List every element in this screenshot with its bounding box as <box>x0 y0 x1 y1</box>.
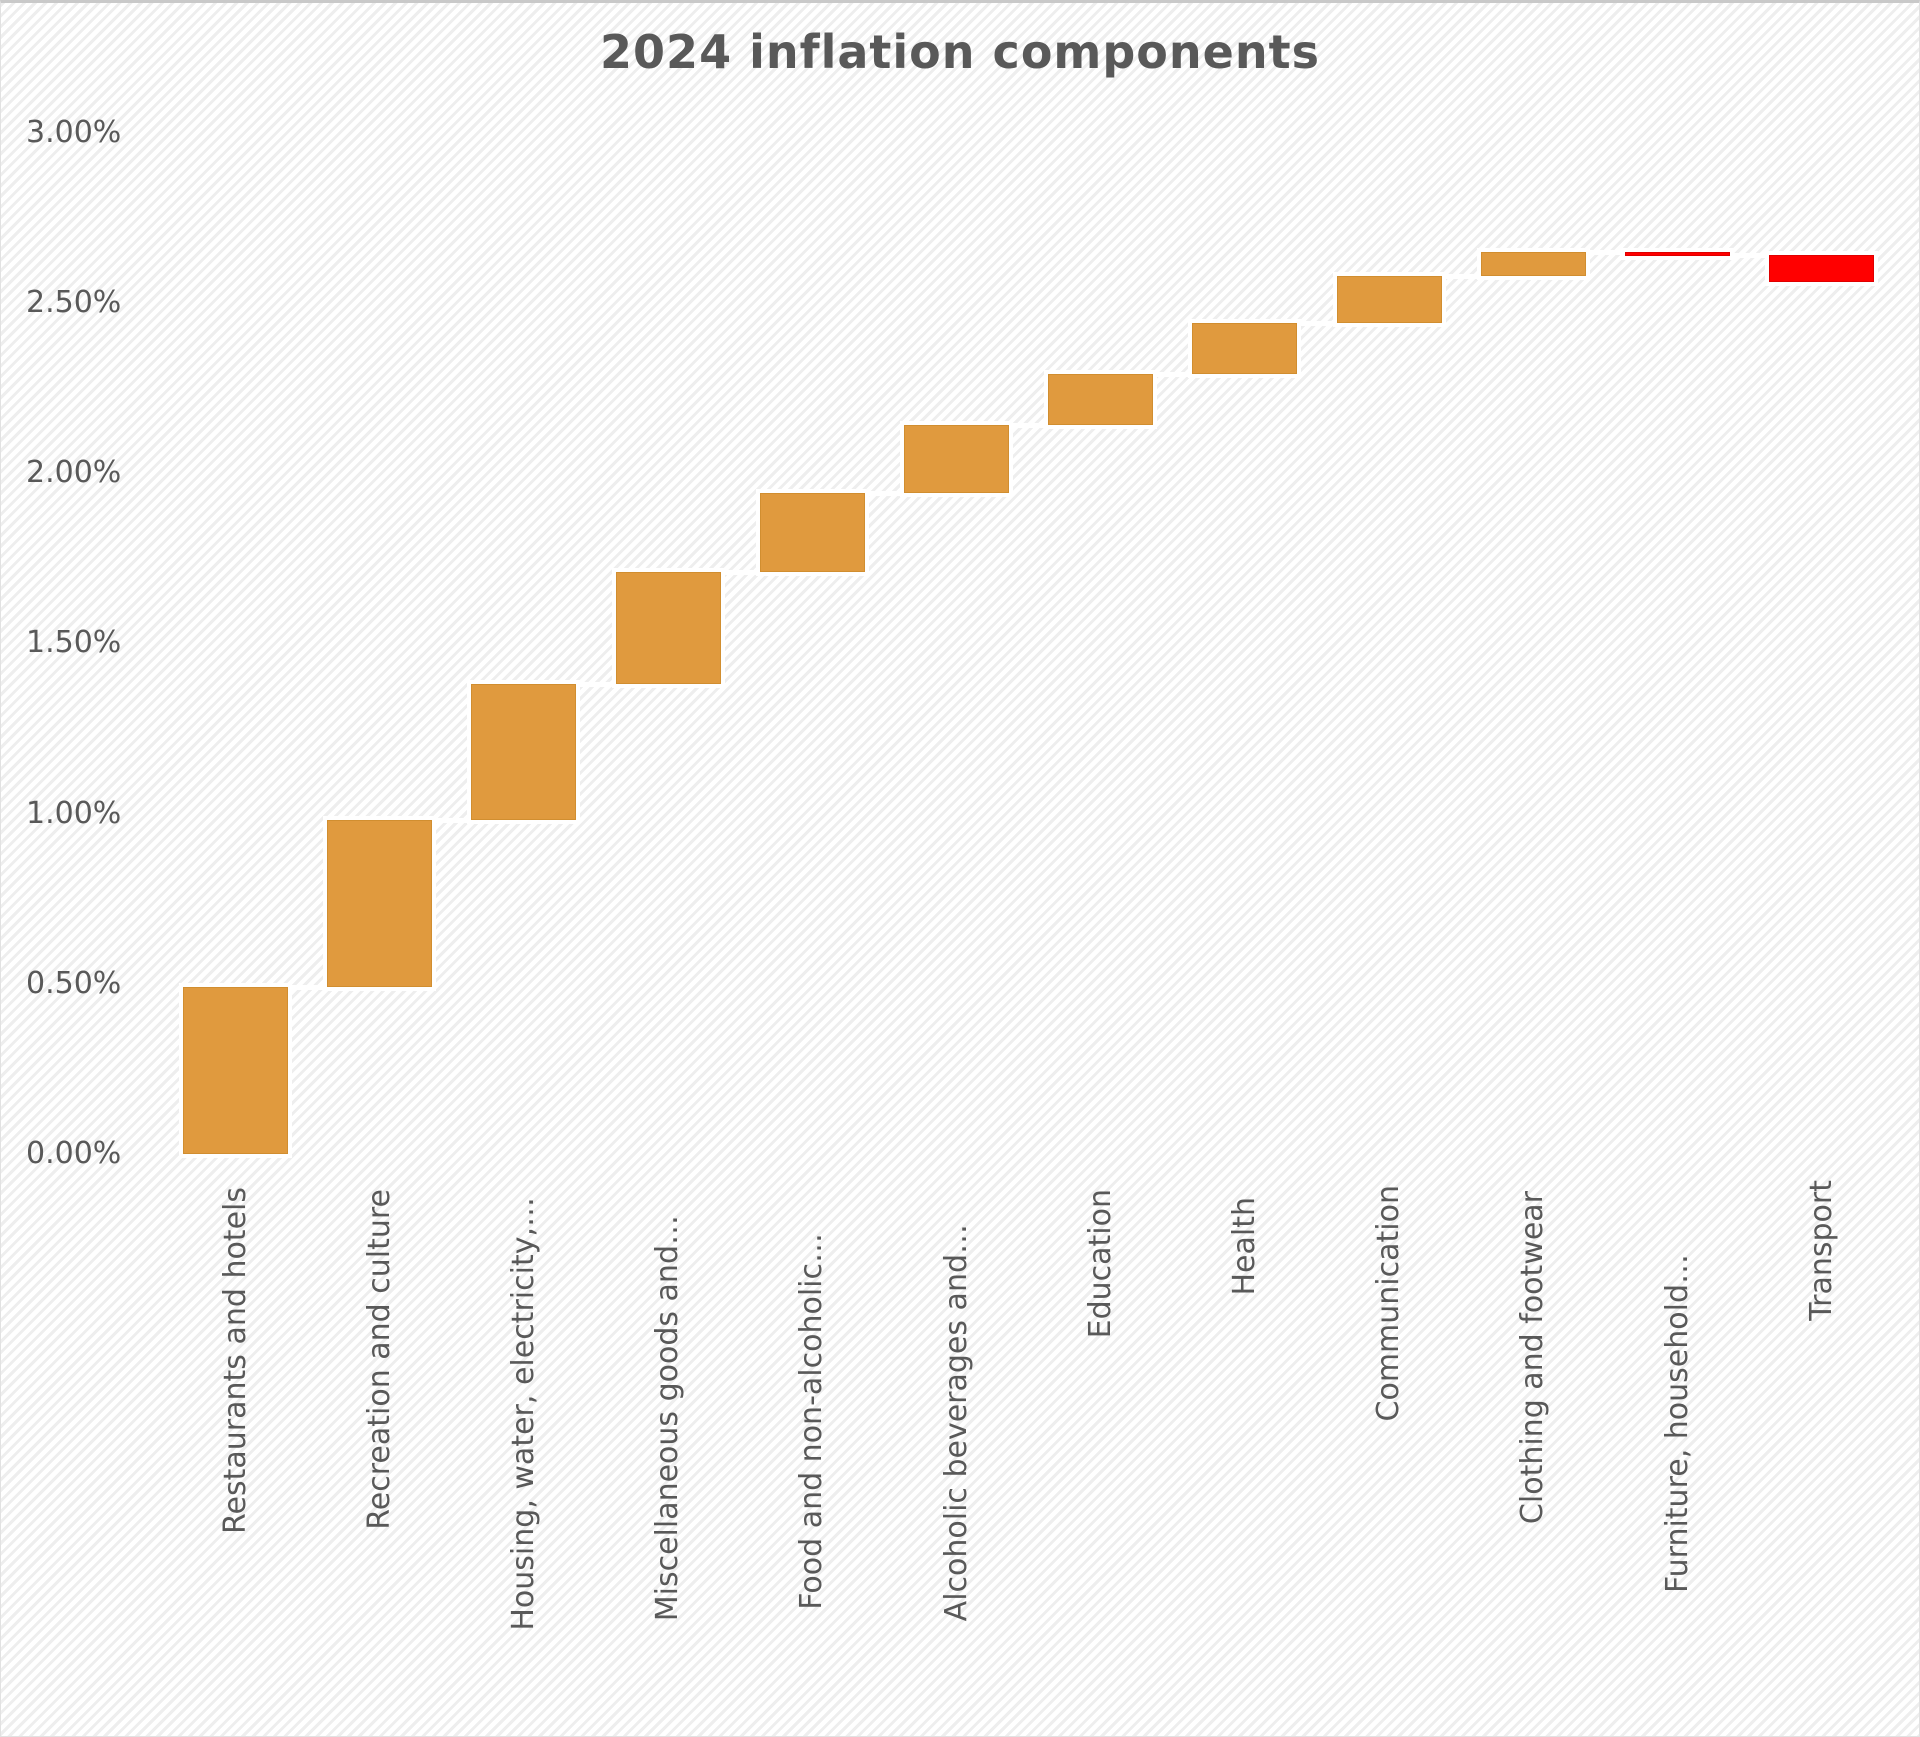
waterfall-bar-clothing-and-footwear <box>1480 251 1586 276</box>
waterfall-connector-furniture-household <box>1728 253 1772 259</box>
waterfall-bar-restaurants-and-hotels <box>183 987 288 1154</box>
waterfall-connector-food-and-non-alcoholic <box>862 491 906 497</box>
waterfall-bar-food-and-non-alcoholic <box>759 493 865 572</box>
x-label-transport: Transport <box>1803 1180 1839 1321</box>
waterfall-connector-miscellaneous-goods-and <box>718 569 762 575</box>
x-label-education: Education <box>1082 1189 1118 1339</box>
waterfall-bar-alcoholic-beverages-and <box>904 425 1009 494</box>
x-label-communication: Communication <box>1371 1185 1407 1422</box>
y-tick-label-0-00: 0.00% <box>26 1136 122 1171</box>
x-label-furniture-household: Furniture, household… <box>1659 1254 1695 1593</box>
x-label-recreation-and-culture: Recreation and culture <box>361 1189 397 1530</box>
x-label-clothing-and-footwear: Clothing and footwear <box>1515 1191 1551 1525</box>
x-label-health: Health <box>1226 1197 1262 1296</box>
y-tick-label-3-00: 3.00% <box>26 114 122 150</box>
waterfall-connector-recreation-and-culture <box>430 818 474 824</box>
y-tick-label-2-50: 2.50% <box>26 284 122 320</box>
waterfall-bar-recreation-and-culture <box>327 820 433 988</box>
waterfall-bar-housing-water-electricity <box>471 684 577 821</box>
y-tick-label-0-50: 0.50% <box>26 965 122 1001</box>
x-label-food-and-non-alcoholic: Food and non-alcoholic… <box>794 1233 830 1610</box>
waterfall-bar-health <box>1192 323 1298 375</box>
x-label-housing-water-electricity: Housing, water, electricity,… <box>505 1197 541 1631</box>
waterfall-connector-clothing-and-footwear <box>1583 249 1627 255</box>
y-tick-label-1-00: 1.00% <box>26 795 122 831</box>
x-label-miscellaneous-goods-and: Miscellaneous goods and… <box>650 1215 686 1622</box>
waterfall-bar-education <box>1048 374 1154 426</box>
waterfall-connector-education <box>1151 372 1195 378</box>
waterfall-bar-furniture-household <box>1625 251 1730 256</box>
waterfall-connector-communication <box>1439 273 1483 279</box>
y-tick-label-2-00: 2.00% <box>26 455 122 490</box>
chart-title: 2024 inflation components <box>600 25 1320 79</box>
y-tick-label-1-50: 1.50% <box>26 625 122 661</box>
waterfall-bar-communication <box>1336 275 1442 324</box>
waterfall-connector-alcoholic-beverages-and <box>1007 423 1051 429</box>
waterfall-connector-health <box>1295 321 1339 327</box>
x-label-alcoholic-beverages-and: Alcoholic beverages and… <box>938 1224 974 1622</box>
waterfall-bar-miscellaneous-goods-and <box>615 571 721 685</box>
x-label-restaurants-and-hotels: Restaurants and hotels <box>217 1187 253 1534</box>
waterfall-connector-restaurants-and-hotels <box>286 985 330 991</box>
waterfall-connector-housing-water-electricity <box>574 682 618 688</box>
waterfall-bar-transport <box>1769 255 1875 283</box>
